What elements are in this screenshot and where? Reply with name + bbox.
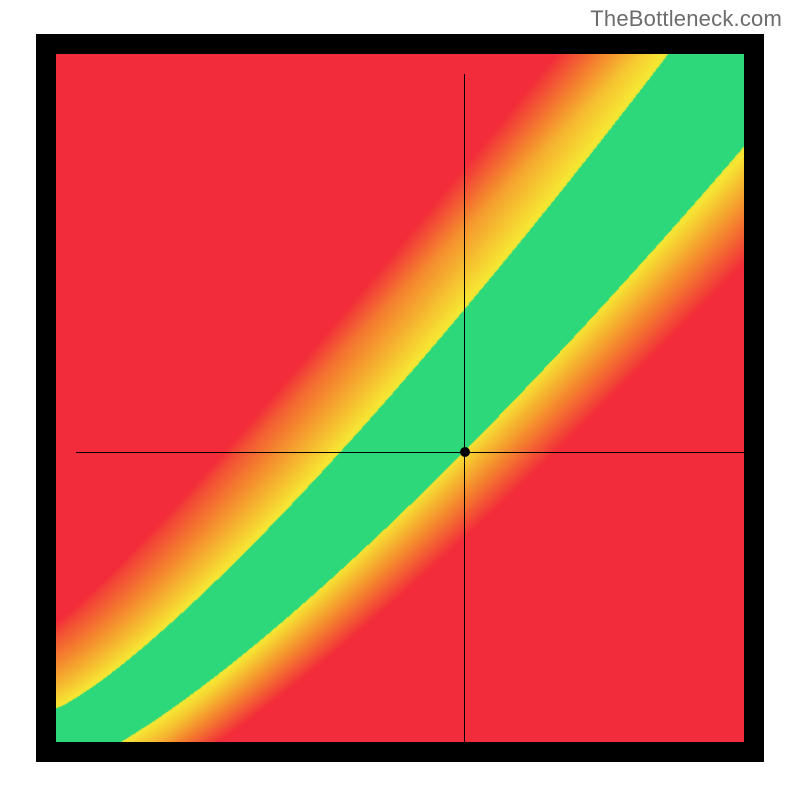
- chart-container: TheBottleneck.com: [0, 0, 800, 800]
- chart-frame: [36, 34, 764, 762]
- attribution-label: TheBottleneck.com: [590, 6, 782, 32]
- marker-point: [460, 447, 470, 457]
- crosshair-vertical: [464, 74, 465, 762]
- heatmap-canvas: [56, 54, 744, 742]
- crosshair-horizontal: [76, 452, 764, 453]
